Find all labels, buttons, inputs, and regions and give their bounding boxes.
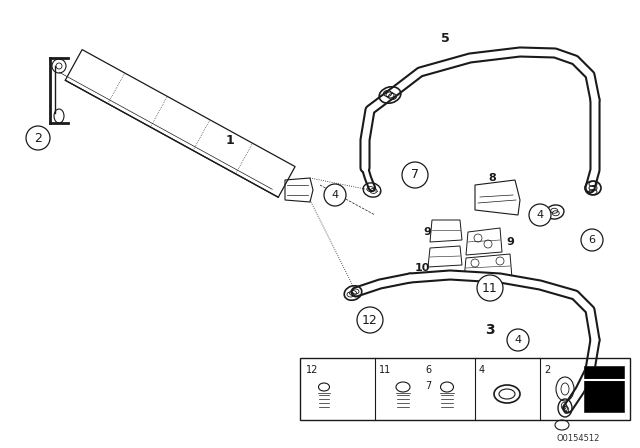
Text: 3: 3 (485, 323, 495, 337)
Text: 12: 12 (306, 365, 318, 375)
Ellipse shape (499, 389, 515, 399)
Text: 5: 5 (440, 31, 449, 44)
Circle shape (357, 307, 383, 333)
Text: 6: 6 (425, 365, 431, 375)
Circle shape (402, 162, 428, 188)
Text: 10: 10 (414, 263, 429, 273)
Text: 11: 11 (379, 365, 391, 375)
Text: 6: 6 (589, 235, 595, 245)
Text: 4: 4 (332, 190, 339, 200)
Circle shape (477, 275, 503, 301)
Text: 7: 7 (425, 381, 431, 391)
Circle shape (529, 204, 551, 226)
Text: 4: 4 (479, 365, 485, 375)
Text: 8: 8 (488, 173, 496, 183)
FancyBboxPatch shape (584, 366, 624, 412)
Text: 1: 1 (226, 134, 234, 146)
Text: 7: 7 (411, 168, 419, 181)
Text: 9: 9 (423, 227, 431, 237)
Text: 4: 4 (536, 210, 543, 220)
Circle shape (26, 126, 50, 150)
Text: 2: 2 (34, 132, 42, 145)
Text: 9: 9 (506, 237, 514, 247)
Circle shape (581, 229, 603, 251)
Text: 2: 2 (544, 365, 550, 375)
Ellipse shape (561, 383, 569, 395)
Text: O0154512: O0154512 (557, 434, 600, 443)
Text: 4: 4 (515, 335, 522, 345)
Text: 12: 12 (362, 314, 378, 327)
Circle shape (507, 329, 529, 351)
Text: 11: 11 (482, 281, 498, 294)
Circle shape (324, 184, 346, 206)
